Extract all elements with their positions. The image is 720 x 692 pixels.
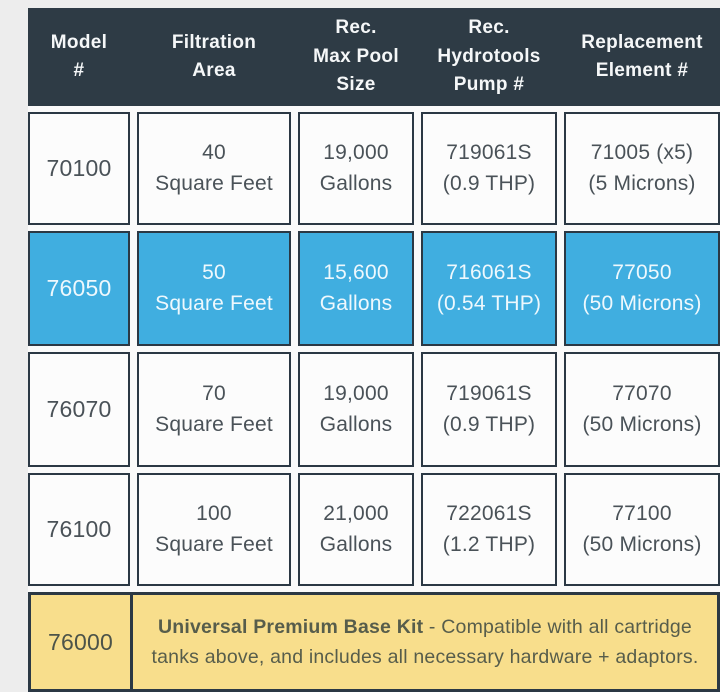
table-header-row: Model # Filtration Area Rec. Max Pool Si…	[28, 8, 720, 106]
header-replacement-element: Replacement Element #	[581, 31, 703, 82]
row-76070-filtration-area: 70 Square Feet	[137, 352, 291, 467]
header-model-number: Model #	[50, 31, 108, 82]
header-max-pool-size: Rec. Max Pool Size	[313, 17, 399, 96]
base-kit-text: Universal Premium Base Kit - Compatible …	[149, 612, 701, 672]
row-70100-filtration-area: 40 Square Feet	[137, 112, 291, 225]
row-70100-model: 70100	[28, 112, 130, 225]
row-76100-filtration-area: 100 Square Feet	[137, 473, 291, 586]
row-76050-model: 76050	[28, 231, 130, 346]
row-76070-model: 76070	[28, 352, 130, 467]
row-76000-model: 76000	[31, 595, 133, 689]
row-76100-pump: 722061S (1.2 THP)	[421, 473, 557, 586]
base-kit-row: 76000 Universal Premium Base Kit - Compa…	[28, 592, 720, 692]
row-76050-replacement-element: 77050 (50 Microns)	[564, 231, 720, 346]
filter-comparison-table: Model # Filtration Area Rec. Max Pool Si…	[28, 8, 720, 692]
row-70100-max-pool-size: 19,000 Gallons	[298, 112, 414, 225]
base-kit-description: Universal Premium Base Kit - Compatible …	[133, 595, 717, 689]
row-76070-replacement-element: 77070 (50 Microns)	[564, 352, 720, 467]
row-76050-max-pool-size: 15,600 Gallons	[298, 231, 414, 346]
row-76100-replacement-element: 77100 (50 Microns)	[564, 473, 720, 586]
row-76050-pump: 716061S (0.54 THP)	[421, 231, 557, 346]
header-filtration-area: Filtration Area	[171, 31, 257, 82]
row-76100-model: 76100	[28, 473, 130, 586]
header-hydrotools-pump: Rec. Hydrotools Pump #	[437, 17, 541, 96]
row-76070-max-pool-size: 19,000 Gallons	[298, 352, 414, 467]
base-kit-details: - Compatible with all cartridge tanks ab…	[151, 615, 699, 668]
row-70100-pump: 719061S (0.9 THP)	[421, 112, 557, 225]
row-76070-pump: 719061S (0.9 THP)	[421, 352, 557, 467]
row-76050-filtration-area: 50 Square Feet	[137, 231, 291, 346]
row-70100-replacement-element: 71005 (x5) (5 Microns)	[564, 112, 720, 225]
base-kit-title: Universal Premium Base Kit	[158, 615, 424, 638]
table-body: 70100 40 Square Feet 19,000 Gallons 7190…	[28, 112, 720, 586]
row-76100-max-pool-size: 21,000 Gallons	[298, 473, 414, 586]
